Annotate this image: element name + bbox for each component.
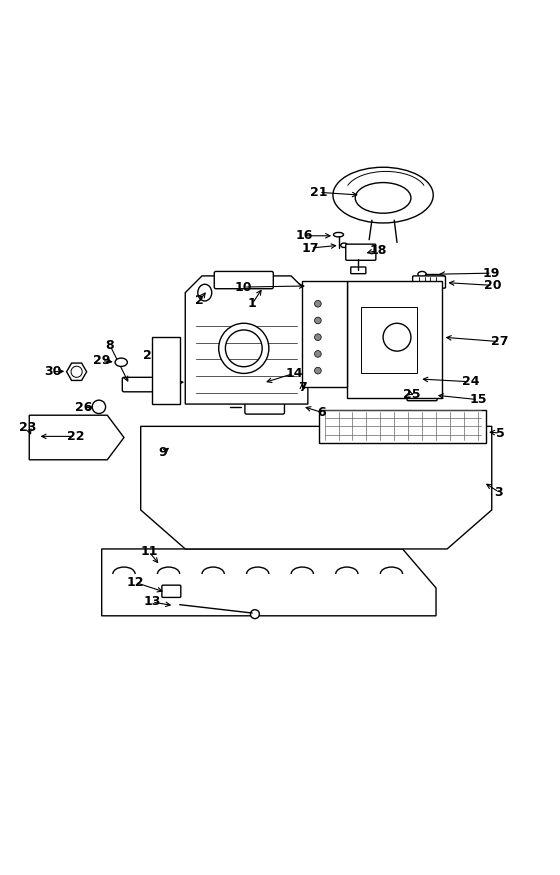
Ellipse shape: [340, 243, 347, 248]
Text: 14: 14: [285, 367, 303, 380]
Text: 8: 8: [106, 339, 114, 352]
Circle shape: [92, 400, 106, 414]
Text: 2: 2: [195, 295, 204, 307]
Text: 19: 19: [483, 267, 501, 280]
Polygon shape: [319, 410, 486, 443]
FancyBboxPatch shape: [351, 267, 366, 274]
Text: 26: 26: [75, 402, 92, 415]
Text: 10: 10: [235, 281, 253, 293]
Text: 25: 25: [403, 388, 421, 401]
Polygon shape: [152, 337, 180, 404]
Text: 24: 24: [462, 375, 479, 388]
FancyBboxPatch shape: [379, 372, 421, 384]
Text: 11: 11: [141, 545, 158, 558]
Text: 9: 9: [158, 446, 167, 459]
Polygon shape: [347, 282, 442, 398]
Text: 13: 13: [143, 595, 161, 608]
Circle shape: [383, 323, 411, 351]
Text: 7: 7: [298, 381, 307, 394]
Circle shape: [315, 351, 321, 357]
FancyBboxPatch shape: [245, 398, 284, 414]
Text: 12: 12: [127, 576, 144, 589]
Circle shape: [71, 366, 82, 377]
FancyBboxPatch shape: [214, 271, 273, 289]
Text: 27: 27: [491, 335, 509, 348]
Text: 16: 16: [295, 229, 312, 242]
Bar: [361, 306, 417, 374]
Text: 22: 22: [67, 430, 84, 443]
Ellipse shape: [334, 233, 343, 237]
Text: 28: 28: [143, 348, 161, 361]
Text: 3: 3: [494, 486, 503, 499]
Ellipse shape: [198, 284, 212, 301]
FancyBboxPatch shape: [162, 585, 181, 598]
Polygon shape: [302, 282, 347, 388]
Text: 15: 15: [469, 393, 487, 406]
Ellipse shape: [418, 271, 426, 277]
Polygon shape: [185, 276, 308, 404]
Text: 30: 30: [44, 365, 62, 378]
Text: 17: 17: [302, 242, 319, 255]
Ellipse shape: [355, 183, 411, 214]
Circle shape: [315, 334, 321, 340]
Polygon shape: [141, 426, 492, 549]
Text: 20: 20: [484, 279, 502, 292]
FancyBboxPatch shape: [346, 244, 376, 260]
FancyBboxPatch shape: [122, 377, 156, 392]
Text: 18: 18: [370, 244, 388, 256]
Polygon shape: [29, 416, 124, 459]
Ellipse shape: [115, 358, 127, 367]
FancyBboxPatch shape: [413, 276, 446, 288]
Circle shape: [315, 300, 321, 307]
Polygon shape: [102, 549, 436, 616]
Text: 1: 1: [248, 298, 256, 311]
Text: 5: 5: [496, 426, 505, 439]
Ellipse shape: [333, 167, 433, 223]
Text: 29: 29: [93, 354, 110, 367]
Circle shape: [250, 610, 259, 619]
Circle shape: [315, 368, 321, 374]
Text: 21: 21: [310, 186, 328, 199]
Text: 23: 23: [20, 421, 37, 434]
Text: 6: 6: [318, 406, 326, 419]
Polygon shape: [67, 363, 87, 381]
FancyBboxPatch shape: [225, 375, 268, 390]
FancyBboxPatch shape: [407, 388, 437, 401]
Circle shape: [315, 317, 321, 324]
Text: 4: 4: [164, 377, 173, 390]
